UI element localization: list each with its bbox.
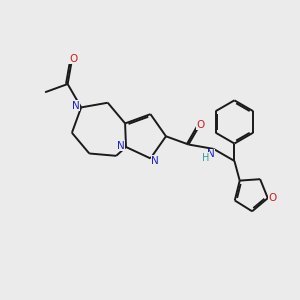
Text: O: O xyxy=(268,193,276,203)
Text: N: N xyxy=(207,149,214,159)
Text: N: N xyxy=(117,140,124,151)
Text: N: N xyxy=(151,156,159,166)
Text: H: H xyxy=(202,153,210,163)
Text: O: O xyxy=(69,54,77,64)
Text: O: O xyxy=(196,120,205,130)
Text: N: N xyxy=(72,101,80,111)
